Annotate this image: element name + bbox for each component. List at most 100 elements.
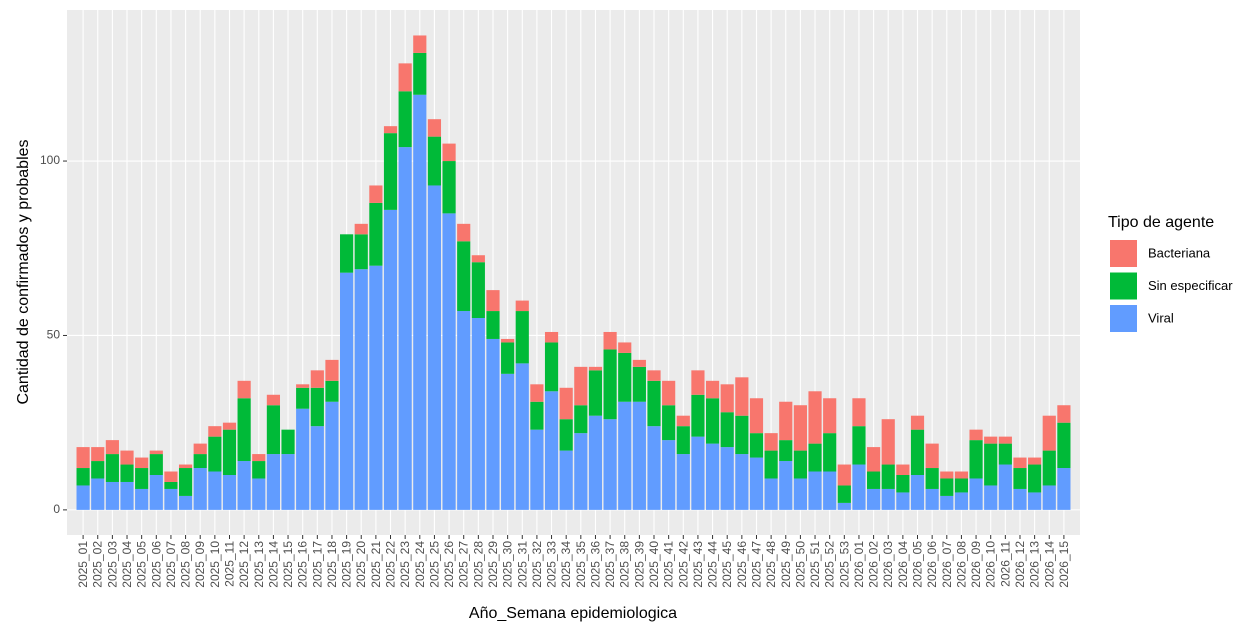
- bar-segment: [237, 380, 251, 399]
- bar-segment: [867, 447, 881, 472]
- legend-label: Sin especificar: [1148, 278, 1233, 293]
- bar-segment: [135, 488, 149, 510]
- bar-segment: [749, 433, 764, 458]
- x-tick-label: 2025_41: [662, 541, 676, 588]
- bar-segment: [881, 488, 895, 510]
- bar-segment: [457, 311, 471, 510]
- x-tick-label: 2026_08: [954, 541, 968, 588]
- bar-segment: [793, 450, 807, 479]
- bar-segment: [427, 185, 442, 510]
- bar-segment: [501, 342, 515, 374]
- x-tick-label: 2026_13: [1028, 541, 1042, 588]
- bar-segment: [647, 380, 661, 427]
- bar-segment: [881, 419, 895, 465]
- bar-segment: [837, 485, 851, 503]
- x-tick-label: 2026_09: [969, 541, 983, 588]
- bar-segment: [310, 426, 324, 510]
- x-tick-label: 2025_03: [105, 541, 119, 588]
- bar-segment: [1042, 450, 1056, 486]
- x-tick-label: 2025_36: [588, 541, 602, 588]
- bar-segment: [325, 401, 339, 510]
- x-tick-label: 2025_04: [120, 541, 134, 588]
- x-tick-label: 2026_06: [925, 541, 939, 588]
- bar-segment: [969, 478, 983, 510]
- x-tick-label: 2025_48: [764, 541, 778, 588]
- bar-segment: [149, 454, 163, 475]
- bar-segment: [969, 440, 983, 479]
- x-tick-label: 2025_40: [647, 541, 661, 588]
- bar-segment: [662, 440, 676, 510]
- bar-segment: [925, 468, 939, 489]
- bar-segment: [266, 394, 280, 406]
- x-tick-label: 2025_38: [618, 541, 632, 588]
- x-tick-label: 2026_14: [1042, 541, 1056, 588]
- bar-segment: [237, 461, 251, 510]
- bar-segment: [779, 401, 793, 441]
- x-tick-label: 2025_07: [164, 541, 178, 588]
- bar-segment: [76, 468, 90, 486]
- bar-segment: [296, 408, 310, 510]
- legend-key: [1110, 305, 1137, 332]
- x-tick-label: 2025_19: [340, 541, 354, 588]
- bar-segment: [588, 366, 603, 371]
- bar-segment: [735, 415, 749, 455]
- bar-segment: [779, 461, 793, 510]
- bar-segment: [1013, 457, 1027, 469]
- bar-segment: [618, 401, 632, 510]
- x-tick-label: 2025_16: [296, 541, 310, 588]
- x-axis-title: Año_Semana epidemiologica: [469, 605, 677, 622]
- bar-segment: [486, 311, 500, 339]
- bar-segment: [603, 419, 617, 510]
- x-tick-label: 2025_08: [179, 541, 193, 588]
- bar-segment: [501, 373, 515, 510]
- bar-segment: [603, 349, 617, 420]
- bar-segment: [369, 202, 383, 266]
- x-tick-label: 2025_46: [735, 541, 749, 588]
- x-tick-label: 2025_43: [691, 541, 705, 588]
- bar-segment: [471, 262, 485, 319]
- x-tick-label: 2025_05: [135, 541, 149, 588]
- bar-segment: [720, 384, 734, 413]
- bar-segment: [954, 471, 969, 479]
- bar-segment: [398, 147, 412, 510]
- x-tick-label: 2026_05: [911, 541, 925, 588]
- bar-segment: [998, 464, 1012, 510]
- bar-segment: [266, 454, 280, 510]
- x-tick-label: 2026_11: [998, 541, 1012, 587]
- bar-segment: [442, 143, 456, 162]
- bar-segment: [984, 443, 998, 486]
- bar-segment: [559, 419, 573, 451]
- bar-segment: [691, 370, 705, 395]
- bar-segment: [442, 161, 456, 214]
- bar-segment: [208, 436, 222, 472]
- bar-segment: [120, 464, 134, 482]
- bar-segment: [296, 384, 310, 388]
- bar-segment: [1042, 415, 1056, 451]
- bar-segment: [632, 359, 646, 367]
- bar-segment: [222, 475, 237, 510]
- bar-segment: [954, 492, 969, 510]
- x-tick-label: 2025_33: [545, 541, 559, 588]
- bar-segment: [998, 436, 1012, 444]
- legend-label: Viral: [1148, 310, 1174, 325]
- bar-segment: [749, 457, 764, 510]
- bar-segment: [632, 366, 646, 402]
- x-tick-label: 2026_10: [984, 541, 998, 588]
- bar-segment: [193, 443, 207, 455]
- bar-segment: [1057, 422, 1071, 469]
- legend-key: [1110, 240, 1137, 267]
- bar-segment: [735, 377, 749, 416]
- bar-segment: [530, 401, 544, 430]
- bar-segment: [457, 223, 471, 242]
- bar-segment: [413, 35, 427, 53]
- x-tick-label: 2025_17: [310, 541, 324, 588]
- bar-segment: [808, 443, 822, 472]
- bar-segment: [559, 450, 573, 510]
- bar-segment: [340, 234, 354, 273]
- x-tick-label: 2026_04: [896, 541, 910, 588]
- bar-segment: [676, 454, 690, 510]
- bar-segment: [340, 272, 354, 510]
- bar-segment: [808, 471, 822, 510]
- bar-segment: [735, 454, 749, 510]
